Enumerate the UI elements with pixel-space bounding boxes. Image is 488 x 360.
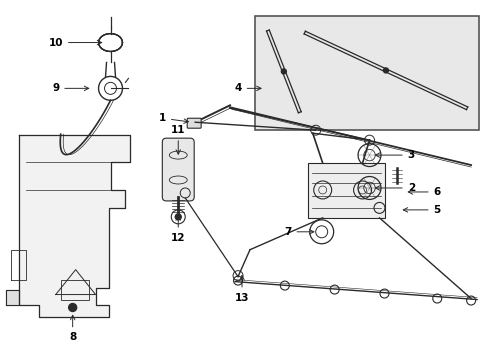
Text: 5: 5 — [403, 205, 440, 215]
Polygon shape — [6, 289, 19, 305]
Text: 1: 1 — [159, 113, 188, 123]
Bar — [254, 15, 478, 130]
FancyBboxPatch shape — [187, 118, 201, 128]
Text: 11: 11 — [171, 125, 185, 154]
FancyBboxPatch shape — [307, 163, 385, 218]
Text: 7: 7 — [284, 227, 313, 237]
Polygon shape — [19, 135, 130, 318]
FancyBboxPatch shape — [162, 138, 194, 201]
Text: 2: 2 — [375, 183, 414, 193]
Text: 12: 12 — [171, 216, 185, 243]
Text: 6: 6 — [407, 187, 440, 197]
Text: 3: 3 — [375, 150, 414, 160]
Bar — [61, 280, 88, 300]
Circle shape — [281, 69, 286, 74]
Text: 8: 8 — [69, 315, 76, 342]
Circle shape — [175, 214, 181, 220]
Text: 4: 4 — [234, 84, 261, 93]
Circle shape — [383, 68, 387, 73]
Text: 13: 13 — [234, 275, 249, 302]
Text: 10: 10 — [48, 37, 102, 48]
Text: 9: 9 — [52, 84, 88, 93]
Circle shape — [68, 303, 77, 311]
